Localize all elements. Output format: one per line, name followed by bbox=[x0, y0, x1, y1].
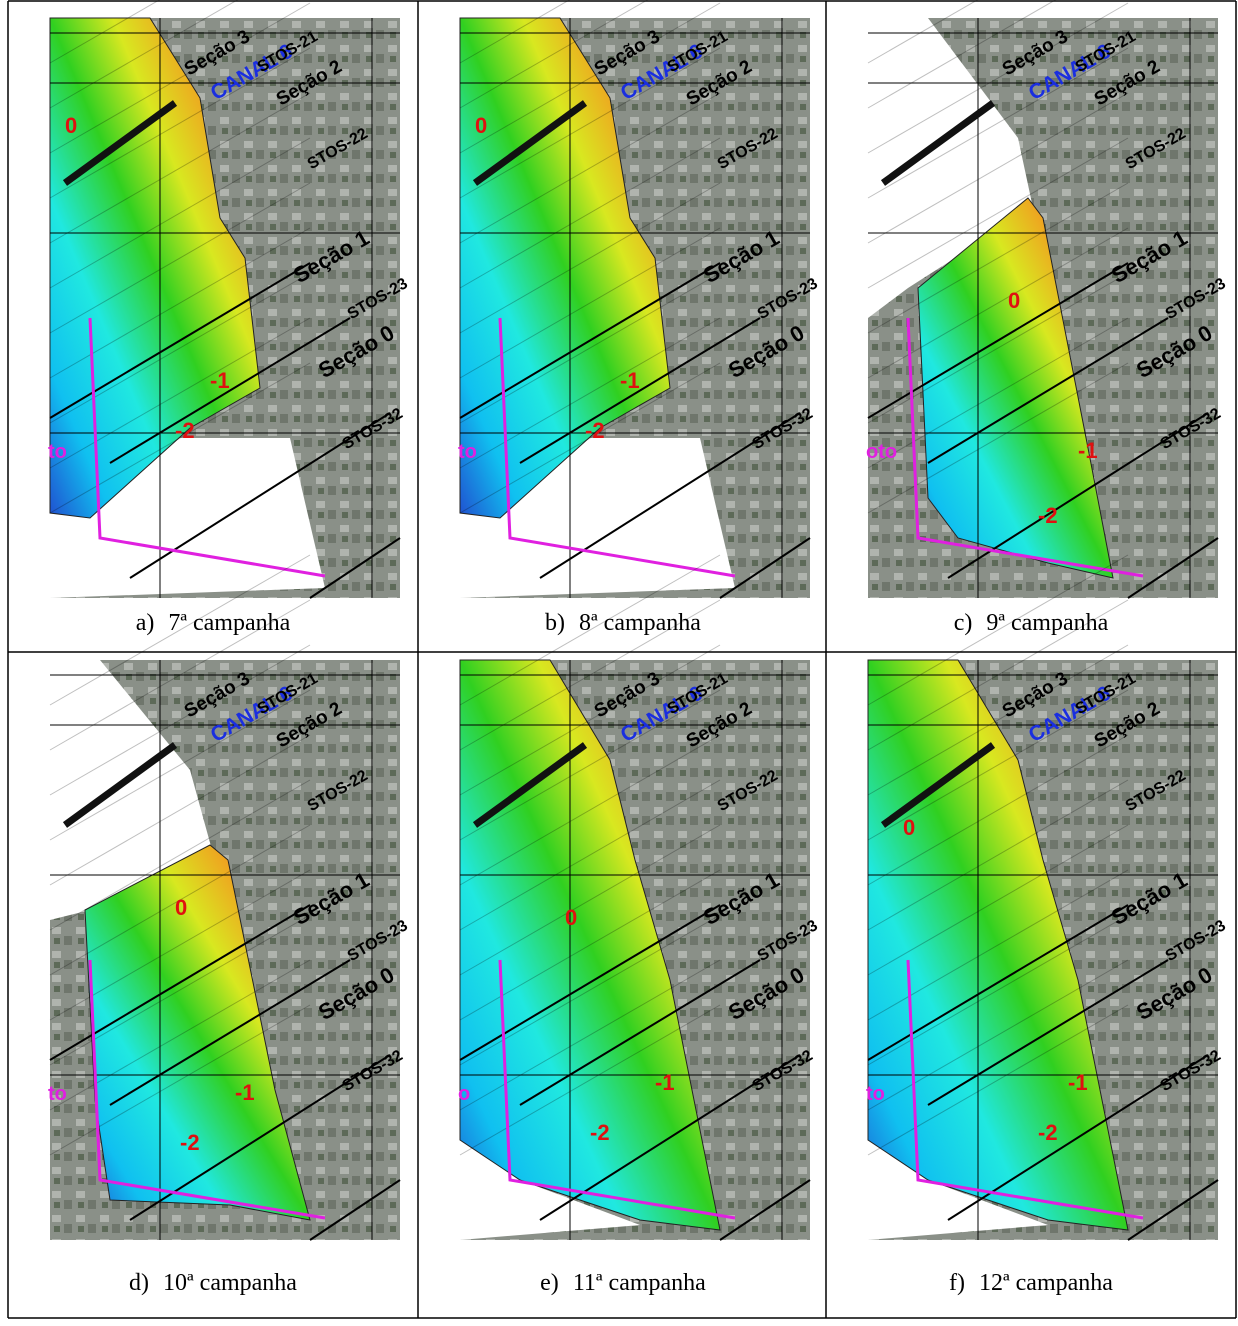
contour-label: -1 bbox=[235, 1080, 255, 1105]
caption-letter: f) bbox=[949, 1270, 965, 1296]
map-label: to bbox=[48, 441, 67, 463]
contour-label: -2 bbox=[1038, 503, 1058, 528]
contour-label: -1 bbox=[1078, 438, 1098, 463]
caption-letter: d) bbox=[129, 1270, 149, 1296]
caption-text: 9ª campanha bbox=[986, 610, 1108, 636]
contour-label: 0 bbox=[475, 113, 487, 138]
caption: d) 10ª campanha bbox=[129, 1270, 297, 1296]
map-panel: Seção 3CANAL 6STOS-21Seção 2STOS-22Seção… bbox=[48, 0, 411, 598]
caption-text: 11ª campanha bbox=[573, 1270, 706, 1296]
map-label: o bbox=[458, 1083, 470, 1105]
caption-letter: a) bbox=[136, 610, 155, 636]
contour-label: -2 bbox=[175, 418, 195, 443]
contour-label: -1 bbox=[655, 1070, 675, 1095]
caption-text: 8ª campanha bbox=[579, 610, 701, 636]
caption-letter: e) bbox=[540, 1270, 559, 1296]
contour-label: -2 bbox=[585, 418, 605, 443]
contour-label: -2 bbox=[590, 1120, 610, 1145]
contour-label: -2 bbox=[180, 1130, 200, 1155]
caption: c) 9ª campanha bbox=[954, 610, 1109, 636]
caption: e) 11ª campanha bbox=[540, 1270, 706, 1296]
caption: b) 8ª campanha bbox=[545, 610, 701, 636]
contour-label: -1 bbox=[210, 368, 230, 393]
caption-letter: c) bbox=[954, 610, 973, 636]
contour-label: 0 bbox=[1008, 288, 1020, 313]
caption: f) 12ª campanha bbox=[949, 1270, 1113, 1296]
contour-label: -1 bbox=[620, 368, 640, 393]
contour-label: 0 bbox=[903, 815, 915, 840]
map-label: to bbox=[458, 441, 477, 463]
caption-text: 10ª campanha bbox=[163, 1270, 297, 1296]
contour-label: 0 bbox=[175, 895, 187, 920]
caption-letter: b) bbox=[545, 610, 565, 636]
caption-text: 12ª campanha bbox=[979, 1270, 1113, 1296]
contour-label: 0 bbox=[65, 113, 77, 138]
map-label: oto bbox=[866, 441, 897, 463]
map-label: to bbox=[48, 1083, 67, 1105]
map-label: to bbox=[866, 1083, 885, 1105]
caption-text: 7ª campanha bbox=[168, 610, 290, 636]
contour-label: -2 bbox=[1038, 1120, 1058, 1145]
caption: a) 7ª campanha bbox=[136, 610, 291, 636]
map-panel: Seção 3CANAL 6STOS-21Seção 2STOS-22Seção… bbox=[458, 0, 821, 598]
contour-label: -1 bbox=[1068, 1070, 1088, 1095]
contour-label: 0 bbox=[565, 905, 577, 930]
figure: Seção 3CANAL 6STOS-21Seção 2STOS-22Seção… bbox=[0, 0, 1238, 1321]
